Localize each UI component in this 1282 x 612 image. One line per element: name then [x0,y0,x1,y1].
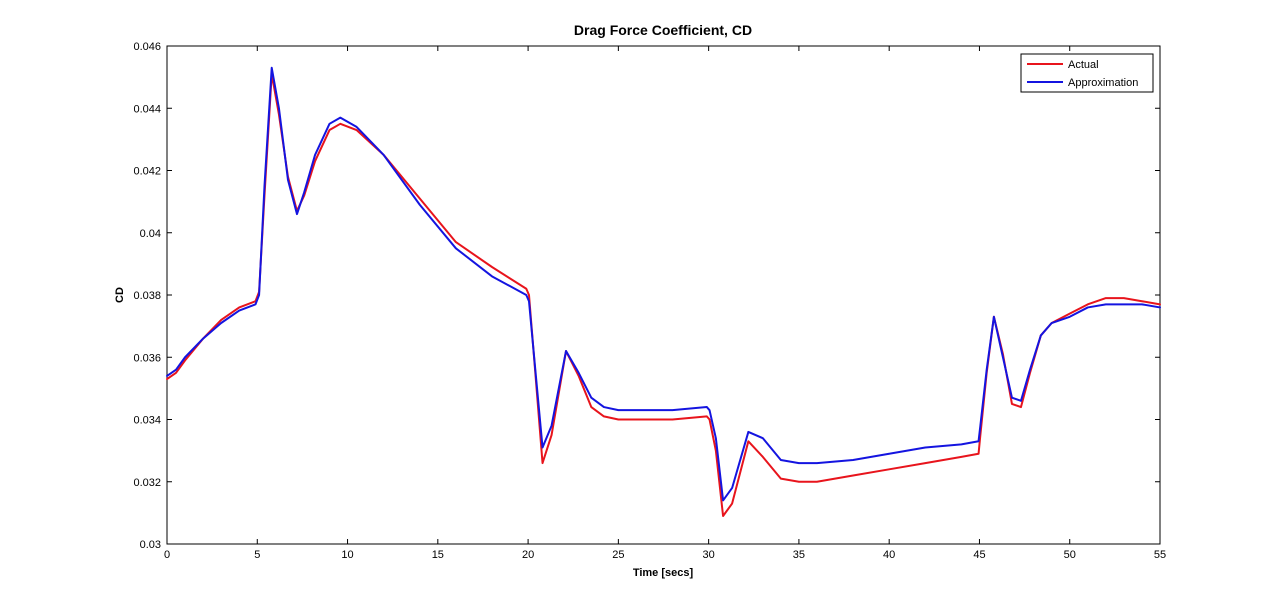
y-tick-label: 0.034 [133,415,161,427]
y-tick-label: 0.03 [140,539,161,551]
x-axis-label: Time [secs] [633,567,694,579]
x-tick-label: 20 [522,549,534,561]
series-layer [166,66,1161,517]
x-tick-label: 10 [341,549,353,561]
x-tick-label: 0 [164,549,170,561]
x-tick-label: 25 [612,549,624,561]
x-tick-label: 15 [432,549,444,561]
x-axis-ticks: 0 5 10 15 20 25 30 35 40 45 50 55 [164,46,1166,561]
y-axis-ticks: 0.03 0.032 0.034 0.036 0.038 0.04 0.042 0.044 0.… [133,41,1160,551]
x-tick-label: 5 [254,549,260,561]
legend-box [1020,53,1154,93]
y-tick-label: 0.036 [133,352,161,364]
y-tick-label: 0.044 [133,103,161,115]
y-tick-label: 0.04 [140,228,161,240]
series-line-approximation [166,66,1161,502]
plot-area [166,45,1161,545]
x-tick-label: 30 [703,549,715,561]
y-tick-label: 0.038 [133,290,161,302]
legend-label-approximation: Approximation [1068,77,1138,89]
legend: Actual Approximation [1020,53,1154,93]
y-tick-label: 0.032 [133,477,161,489]
y-tick-label: 0.046 [133,41,161,53]
x-tick-label: 50 [1064,549,1076,561]
chart-title: Drag Force Coefficient, CD [574,22,752,38]
x-tick-label: 55 [1154,549,1166,561]
x-tick-label: 35 [793,549,805,561]
x-tick-label: 40 [883,549,895,561]
y-tick-label: 0.042 [133,166,161,178]
y-axis-label: CD [114,287,126,303]
x-tick-label: 45 [973,549,985,561]
legend-label-actual: Actual [1068,59,1099,71]
